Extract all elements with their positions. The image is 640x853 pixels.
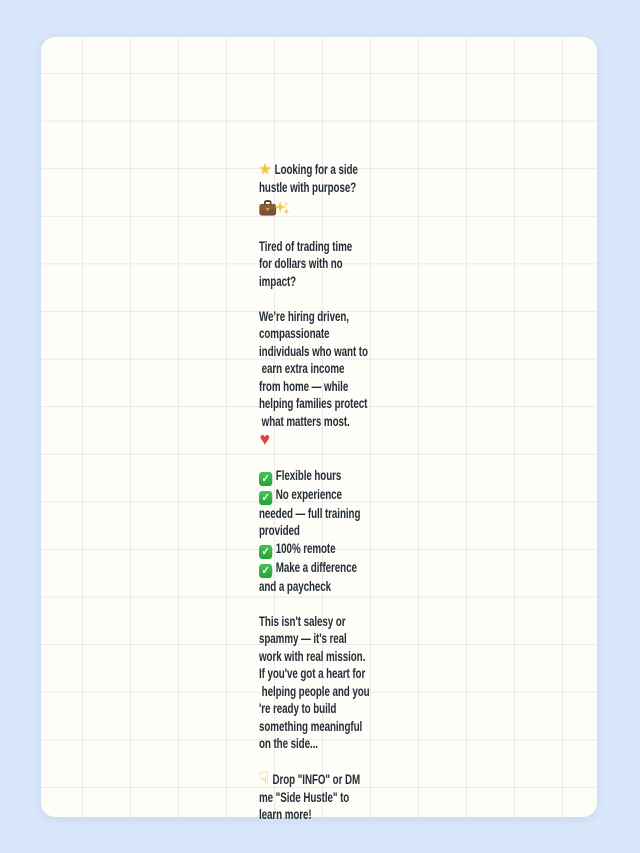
note-card[interactable]: ★ Looking for a side hustle with purpose?… (41, 37, 597, 822)
sparkles-icon (274, 201, 290, 215)
benefit-text: Make a difference and a paycheck (259, 558, 357, 594)
cta-text: Drop "INFO" or DM me "Side Hustle" to le… (259, 771, 361, 822)
benefit-item: ✓ Flexible hours (259, 467, 448, 486)
cta-paragraph: ☟ Drop "INFO" or DM me "Side Hustle" to l… (259, 770, 448, 824)
post-text-block[interactable]: ★ Looking for a side hustle with purpose?… (259, 161, 448, 824)
intro-paragraph: ★ Looking for a side hustle with purpose? (259, 161, 448, 196)
red-heart-icon: ♥ (259, 429, 270, 449)
check-icon: ✓ (259, 563, 273, 578)
benefit-text: Flexible hours (275, 466, 342, 483)
glowing-star-icon: ★ (258, 161, 272, 178)
pitch-paragraph: We’re hiring driven, compassionate indiv… (259, 307, 368, 429)
benefit-item: ✓ 100% remote (259, 540, 448, 559)
benefit-item: ✓ Make a difference and a paycheck (259, 559, 448, 596)
grid-overlay (41, 37, 597, 817)
benefit-item: ✓ No experience needed — full training pr… (259, 486, 448, 540)
check-icon: ✓ (259, 490, 273, 505)
intro-text: Looking for a side hustle with purpose? (259, 161, 358, 195)
body-paragraph: This isn't salesy or spammy — it's real … (259, 612, 370, 752)
check-icon: ✓ (259, 544, 273, 559)
point-down-icon: ☟ (258, 769, 270, 788)
benefit-text: 100% remote (275, 539, 336, 556)
emoji-line (259, 196, 448, 220)
check-icon: ✓ (259, 471, 273, 486)
hook-paragraph: Tired of trading time for dollars with n… (259, 237, 353, 289)
briefcase-icon (259, 200, 277, 216)
benefits-list: ✓ Flexible hours ✓ No experience needed — … (259, 467, 448, 596)
benefit-text: No experience needed — full training pro… (259, 485, 361, 539)
heart-line: ♥ (259, 430, 448, 449)
